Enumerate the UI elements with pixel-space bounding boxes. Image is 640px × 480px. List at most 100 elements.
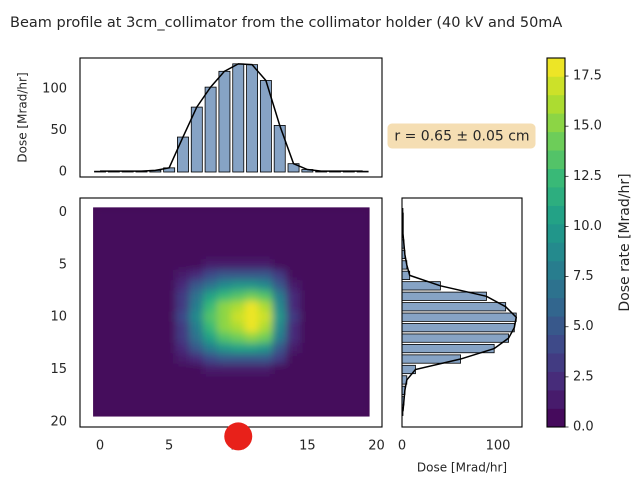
colorbar-band xyxy=(547,205,565,225)
colorbar-band xyxy=(547,371,565,391)
heatmap-cell xyxy=(134,238,149,250)
heatmap-cell xyxy=(341,290,357,303)
heatmap-cell xyxy=(217,311,232,323)
heatmap-cell xyxy=(272,269,288,282)
heatmap-cell xyxy=(272,395,288,407)
heatmap-cell xyxy=(93,353,108,365)
heatmap-cell xyxy=(230,353,246,365)
heatmap-cell xyxy=(327,363,343,376)
heatmap-cell xyxy=(217,342,232,355)
bar xyxy=(401,312,517,322)
heatmap-cell xyxy=(217,269,232,282)
colorbar-tick-label: 10.0 xyxy=(573,219,602,234)
heatmap-cell xyxy=(134,353,149,365)
heatmap-cell xyxy=(217,227,232,240)
heatmap-cell xyxy=(217,248,232,261)
heatmap-cell xyxy=(355,363,370,376)
heatmap-cell xyxy=(203,363,219,376)
heatmap-cell xyxy=(230,363,246,376)
heatmap-cell xyxy=(341,321,357,334)
bar xyxy=(401,354,461,364)
heatmap-cell xyxy=(299,248,315,261)
heatmap-cell xyxy=(286,269,301,282)
heatmap-cell xyxy=(217,301,232,313)
heatmap-cell xyxy=(299,405,315,417)
heatmap-cell xyxy=(161,280,177,292)
colorbar-tick-label: 7.5 xyxy=(573,269,594,284)
heatmap-cell xyxy=(217,384,232,397)
heatmap-cell xyxy=(299,207,315,219)
heatmap-cell xyxy=(313,384,329,397)
heatmap-cell xyxy=(134,342,149,355)
heatmap-cell xyxy=(327,238,343,250)
heatmap-cell xyxy=(341,374,357,386)
heatmap-cell xyxy=(341,395,357,407)
heatmap-cell xyxy=(161,332,177,344)
heatmap-cell xyxy=(272,374,288,386)
heatmap-cell xyxy=(120,248,136,261)
colorbar-band xyxy=(547,242,565,262)
heatmap-cell xyxy=(341,280,357,292)
heatmap-cell xyxy=(93,332,108,344)
heatmap-cell xyxy=(189,342,205,355)
heatmap-cell xyxy=(203,227,219,240)
colorbar-tick-label: 2.5 xyxy=(573,369,594,384)
heatmap-cell xyxy=(286,290,301,303)
heatmap-cell xyxy=(161,311,177,323)
heatmap-cell xyxy=(106,301,122,313)
heatmap-cell xyxy=(355,227,370,240)
heatmap-cell xyxy=(106,384,122,397)
heatmap-cell xyxy=(175,342,191,355)
heatmap-cell xyxy=(341,311,357,323)
heatmap-cell xyxy=(313,217,329,229)
heatmap-cell xyxy=(147,269,163,282)
colorbar-band xyxy=(547,131,565,151)
heatmap-cell xyxy=(230,342,246,355)
heatmap-cell xyxy=(258,321,274,334)
heatmap-cell xyxy=(175,321,191,334)
colorbar-tick-label: 5.0 xyxy=(573,319,594,334)
heatmap-cell xyxy=(106,238,122,250)
heatmap-cell xyxy=(217,290,232,303)
heatmap-cell xyxy=(134,384,149,397)
heatmap-cell xyxy=(299,217,315,229)
y-tick-label: 100 xyxy=(42,81,67,96)
heatmap-cells xyxy=(93,207,370,417)
heatmap-cell xyxy=(244,238,260,250)
heatmap-cell xyxy=(272,353,288,365)
heatmap-cell xyxy=(189,269,205,282)
heatmap-cell xyxy=(341,301,357,313)
heatmap-cell xyxy=(203,301,219,313)
heatmap-cell xyxy=(147,342,163,355)
heatmap-cell xyxy=(355,384,370,397)
heatmap-cell xyxy=(106,259,122,271)
heatmap-cell xyxy=(120,395,136,407)
heatmap-cell xyxy=(272,311,288,323)
heatmap-cell xyxy=(313,238,329,250)
heatmap-cell xyxy=(355,248,370,261)
heatmap-cell xyxy=(313,311,329,323)
heatmap-cell xyxy=(341,342,357,355)
heatmap-cell xyxy=(120,363,136,376)
heatmap-cell xyxy=(147,227,163,240)
heatmap-cell xyxy=(134,374,149,386)
heatmap-cell xyxy=(355,290,370,303)
heatmap-cell xyxy=(120,353,136,365)
colorbar-band xyxy=(547,297,565,317)
heatmap-cell xyxy=(147,259,163,271)
colorbar-tick-label: 0.0 xyxy=(573,420,594,435)
heatmap-cell xyxy=(147,353,163,365)
heatmap-cell xyxy=(299,238,315,250)
heatmap-cell xyxy=(120,342,136,355)
heatmap-cell xyxy=(203,395,219,407)
heatmap-cell xyxy=(272,227,288,240)
heatmap-cell xyxy=(299,342,315,355)
heatmap-cell xyxy=(203,248,219,261)
bar xyxy=(232,63,245,173)
y-tick-label: 15 xyxy=(50,362,67,377)
heatmap-cell xyxy=(313,259,329,271)
heatmap-cell xyxy=(355,217,370,229)
bar xyxy=(401,302,507,312)
heatmap-cell xyxy=(258,384,274,397)
heatmap-cell xyxy=(93,311,108,323)
